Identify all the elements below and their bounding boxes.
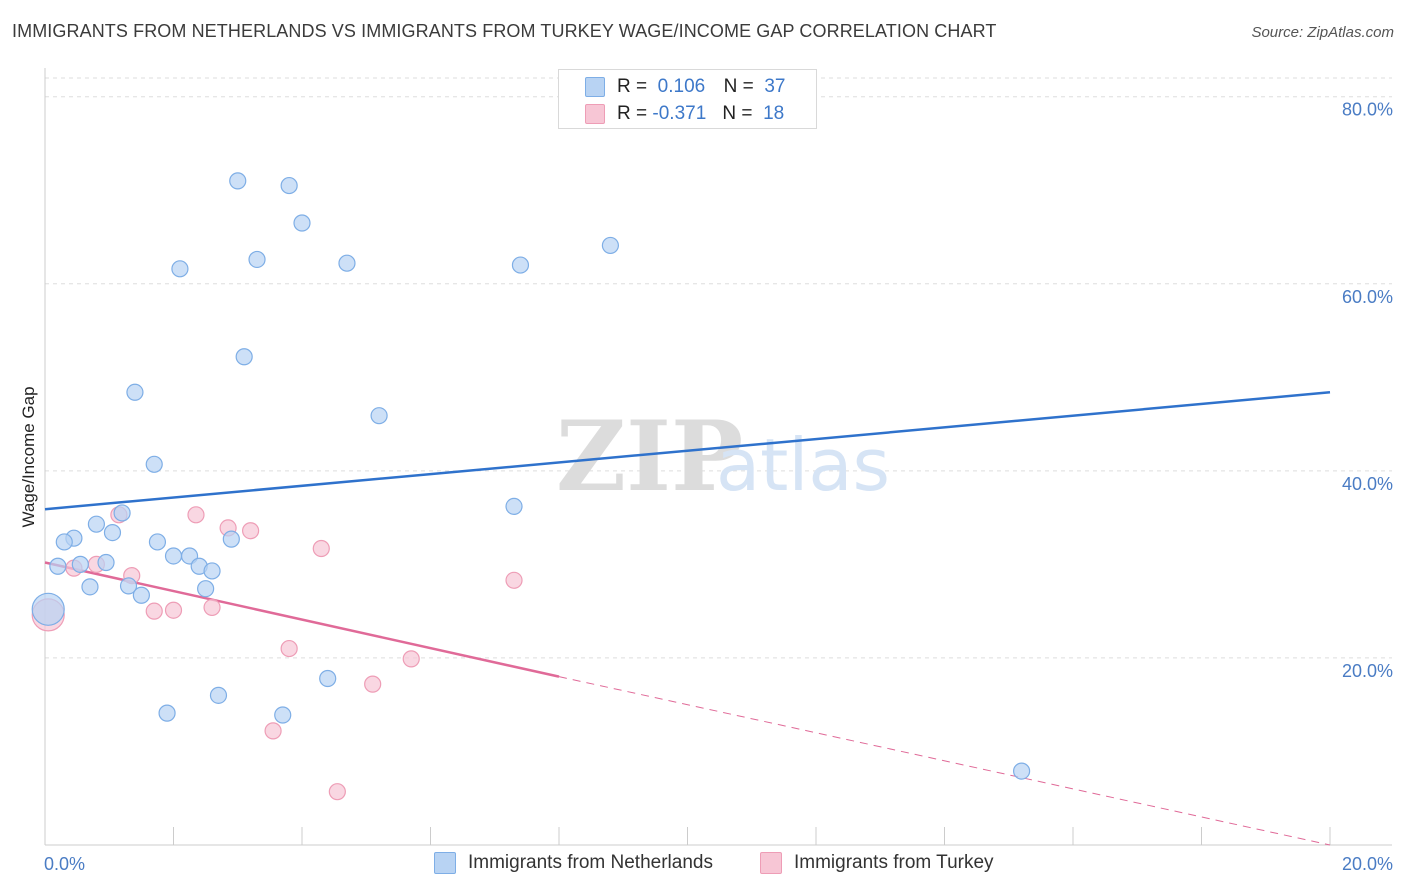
point-netherlands [113,504,131,522]
point-netherlands [248,250,266,269]
point-turkey [203,598,221,617]
point-netherlands [132,586,150,604]
legend-r-label: R = [617,76,648,97]
point-netherlands [97,553,115,572]
y-axis-title: Wage/Income Gap [19,386,38,527]
watermark-atlas: atlas [716,423,890,507]
point-netherlands [55,533,73,551]
point-turkey [187,506,205,524]
bottom-legend-netherlands: Immigrants from Netherlands [434,852,713,874]
legend-swatch-pink [585,104,605,124]
point-netherlands [280,176,298,195]
trend-line-netherlands [44,391,1331,511]
point-netherlands [274,706,292,724]
point-netherlands [319,669,337,688]
point-turkey [364,675,382,693]
point-netherlands [31,592,65,626]
x-tick-label: 20.0% [1342,854,1393,874]
data-points [31,172,1031,801]
legend-row-netherlands: R = 0.106 N = 37 [585,74,785,100]
point-netherlands [505,497,523,515]
point-netherlands [338,254,356,272]
point-netherlands [126,383,144,401]
point-turkey [264,722,282,740]
y-tick-label: 20.0% [1342,661,1393,681]
point-netherlands [1012,762,1031,780]
legend-series-label: Immigrants from Turkey [794,852,994,873]
point-netherlands [235,348,253,366]
source-label: Source: ZipAtlas.com [1251,24,1394,41]
legend-n-label: N = [722,103,753,124]
point-netherlands [229,172,247,190]
tick-labels: 20.0% 40.0% 60.0% 80.0% 0.0% 20.0% [44,100,1393,874]
point-netherlands [197,580,215,598]
legend-r-value: 0.106 [657,76,706,97]
legend-n-value: 18 [763,103,785,124]
axes [44,68,1392,846]
legend-n-label: N = [723,76,754,97]
point-turkey [145,602,163,620]
y-tick-label: 60.0% [1342,287,1393,307]
legend-series-label: Immigrants from Netherlands [468,852,713,873]
point-netherlands [49,557,67,575]
point-netherlands [370,407,388,425]
point-netherlands [119,577,138,595]
legend-swatch-blue [434,852,456,874]
point-turkey [402,650,420,668]
point-turkey [164,601,183,619]
legend-r-value: -0.371 [652,103,707,124]
trend-line-turkey [44,561,560,678]
point-turkey [280,639,298,658]
point-netherlands [601,236,620,255]
gridlines [45,77,1392,659]
y-tick-label: 80.0% [1342,100,1393,120]
point-netherlands [148,533,167,551]
chart-title: IMMIGRANTS FROM NETHERLANDS VS IMMIGRANT… [12,21,997,41]
y-tick-label: 40.0% [1342,474,1393,494]
point-netherlands [81,578,99,596]
point-netherlands [103,523,122,542]
point-netherlands [293,214,311,232]
point-netherlands [222,530,240,548]
point-turkey [242,522,260,540]
point-netherlands [145,455,163,473]
x-tick-label: 0.0% [44,854,85,874]
point-netherlands [87,515,106,533]
trend-line-turkey [558,676,1331,846]
point-turkey [328,783,346,801]
legend-swatch-blue [585,77,605,97]
point-netherlands [158,704,176,722]
watermark: ZIP atlas [556,400,890,513]
point-netherlands [511,256,530,274]
legend-n-value: 37 [764,76,786,97]
point-netherlands [71,555,89,573]
legend-r-label: R = [617,103,648,124]
legend-row-turkey: R = -0.371 N = 18 [585,101,784,127]
point-netherlands [203,562,221,580]
bottom-legend-turkey: Immigrants from Turkey [760,852,994,874]
point-netherlands [164,547,183,565]
correlation-legend: R = 0.106 N = 37 R = -0.371 N = 18 [558,69,817,129]
legend-swatch-pink [760,852,782,874]
point-turkey [505,571,523,589]
point-netherlands [171,260,189,278]
watermark-zip: ZIP [556,400,743,513]
point-turkey [312,539,330,558]
point-netherlands [209,686,228,704]
